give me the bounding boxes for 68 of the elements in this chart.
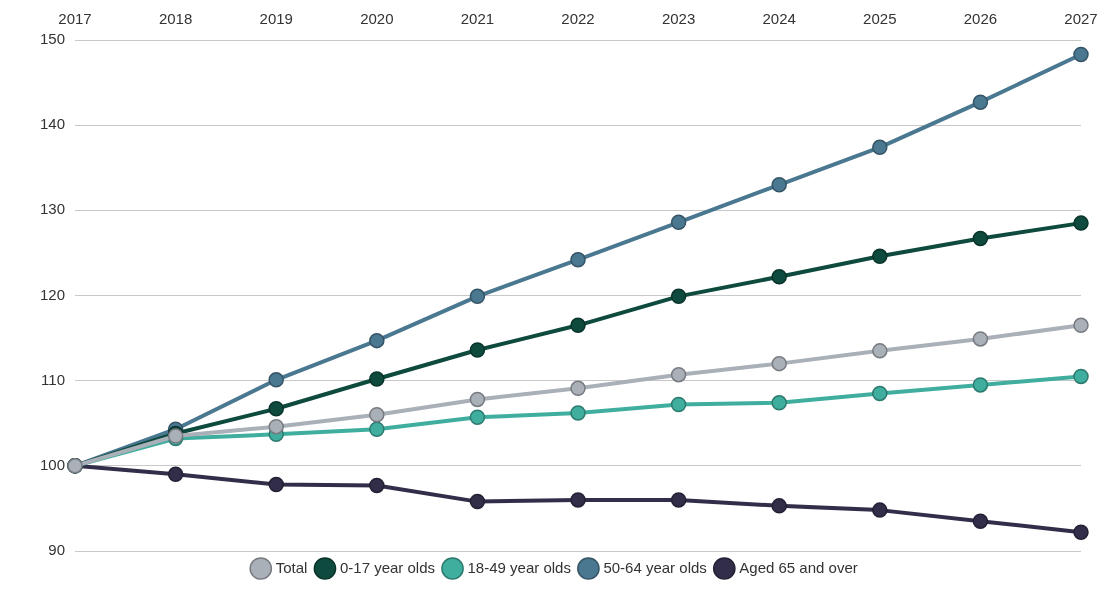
point <box>469 493 486 510</box>
x-tick-label: 2022 <box>561 10 595 28</box>
y-tick-label: 90 <box>48 541 66 559</box>
point <box>268 401 284 417</box>
legend-label: 18-49 year olds <box>467 558 571 576</box>
point <box>167 466 184 483</box>
point <box>972 230 989 247</box>
point <box>1073 46 1089 63</box>
point <box>670 492 687 508</box>
point <box>369 477 385 494</box>
y-tick-label: 100 <box>40 455 66 473</box>
point <box>972 513 989 529</box>
point <box>1073 215 1089 231</box>
point <box>670 396 687 413</box>
point <box>771 355 787 372</box>
point <box>369 371 385 387</box>
point <box>670 288 687 305</box>
legend-label: 0-17 year olds <box>339 558 436 576</box>
point <box>771 395 787 411</box>
x-tick-label: 2024 <box>762 10 796 28</box>
point <box>469 391 486 408</box>
x-tick-label: 2019 <box>259 10 293 28</box>
point <box>771 177 787 193</box>
point <box>972 377 989 393</box>
x-tick-label: 2026 <box>963 10 998 28</box>
point <box>872 139 888 156</box>
point <box>1073 524 1089 541</box>
y-tick-label: 120 <box>40 285 66 303</box>
point <box>268 418 284 435</box>
x-tick-label: 2021 <box>460 10 495 28</box>
point <box>570 492 586 508</box>
point <box>872 248 888 265</box>
point <box>872 385 888 402</box>
legend-label: Aged 65 and over <box>739 558 858 576</box>
point <box>469 409 486 426</box>
legend-label: 50-64 year olds <box>603 558 707 576</box>
y-tick-label: 140 <box>40 115 66 133</box>
point <box>369 332 385 349</box>
point <box>1073 368 1089 385</box>
point <box>570 380 586 397</box>
y-tick-label: 150 <box>40 30 66 48</box>
point <box>872 343 888 359</box>
point <box>469 288 486 305</box>
x-tick-label: 2023 <box>661 10 696 28</box>
legend-label: Total <box>275 558 308 576</box>
point <box>570 405 586 421</box>
point <box>570 317 586 334</box>
x-tick-label: 2018 <box>158 10 193 28</box>
point <box>972 94 989 110</box>
y-tick-label: 130 <box>40 200 66 218</box>
x-tick-label: 2017 <box>58 10 92 28</box>
x-tick-label: 2027 <box>1064 10 1098 28</box>
point <box>670 366 687 383</box>
point <box>771 269 787 285</box>
point <box>469 342 486 358</box>
point <box>570 251 586 268</box>
point <box>369 406 385 423</box>
point <box>268 372 284 388</box>
point <box>972 331 989 347</box>
point <box>771 498 787 514</box>
x-tick-label: 2025 <box>863 10 897 28</box>
x-tick-label: 2020 <box>360 10 394 28</box>
point <box>670 214 687 231</box>
point <box>872 502 888 518</box>
point <box>369 421 385 437</box>
y-tick-label: 110 <box>41 370 66 388</box>
point <box>1073 317 1089 334</box>
point <box>268 476 284 493</box>
